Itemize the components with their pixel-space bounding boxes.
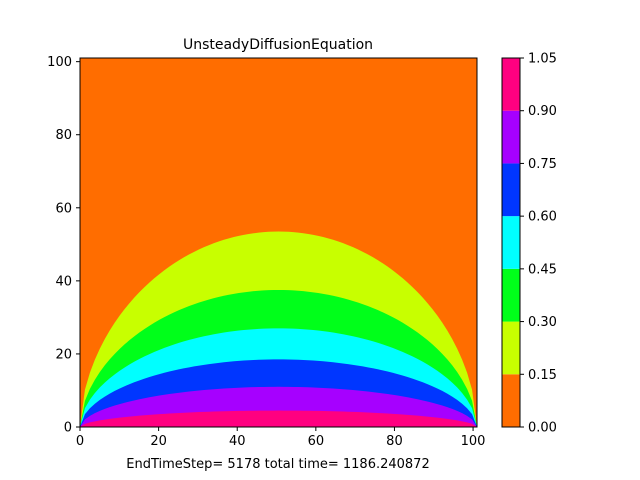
contour-bands xyxy=(80,231,477,427)
x-tick-label: 60 xyxy=(308,434,325,449)
x-tick-label: 40 xyxy=(229,434,246,449)
colorbar-segment xyxy=(502,374,520,427)
y-tick-label: 80 xyxy=(55,128,72,143)
chart-title: UnsteadyDiffusionEquation xyxy=(183,37,373,53)
colorbar-segments xyxy=(502,58,520,427)
colorbar-tick-label: 0.15 xyxy=(528,368,557,383)
colorbar-tick-label: 0.60 xyxy=(528,210,557,225)
x-axis: 0 20 40 60 80 100 xyxy=(76,427,486,449)
y-tick-label: 40 xyxy=(55,274,72,289)
x-tick-label: 80 xyxy=(386,434,403,449)
colorbar-tick-label: 0.30 xyxy=(528,315,557,330)
y-tick-label: 100 xyxy=(47,55,72,70)
x-axis-label: EndTimeStep= 5178 total time= 1186.24087… xyxy=(126,457,429,472)
colorbar: 0.00 0.15 0.30 0.45 0.60 0.75 0.90 1.05 xyxy=(501,52,557,436)
x-tick-label: 20 xyxy=(150,434,167,449)
colorbar-segment xyxy=(502,110,520,164)
colorbar-segment xyxy=(502,321,520,375)
colorbar-segment xyxy=(502,163,520,217)
y-tick-label: 60 xyxy=(55,201,72,216)
plot-area xyxy=(79,57,478,428)
x-tick-label: 0 xyxy=(76,434,84,449)
colorbar-tick-label: 0.00 xyxy=(528,421,557,436)
colorbar-segment xyxy=(502,216,520,269)
colorbar-segment xyxy=(502,58,520,111)
y-tick-label: 0 xyxy=(64,421,72,436)
colorbar-frame xyxy=(501,57,521,428)
plot-frame xyxy=(79,57,478,428)
colorbar-tick-label: 0.45 xyxy=(528,262,557,277)
colorbar-tick-label: 0.90 xyxy=(528,104,557,119)
colorbar-tick-label: 0.75 xyxy=(528,157,557,172)
colorbar-segment xyxy=(502,268,520,322)
colorbar-tick-label: 1.05 xyxy=(528,52,557,67)
contour-band-0_9 xyxy=(80,410,477,427)
y-axis: 0 20 40 60 80 100 xyxy=(47,55,80,436)
colorbar-ticks: 0.00 0.15 0.30 0.45 0.60 0.75 0.90 1.05 xyxy=(520,52,557,436)
y-tick-label: 20 xyxy=(55,347,72,362)
x-tick-label: 100 xyxy=(461,434,486,449)
